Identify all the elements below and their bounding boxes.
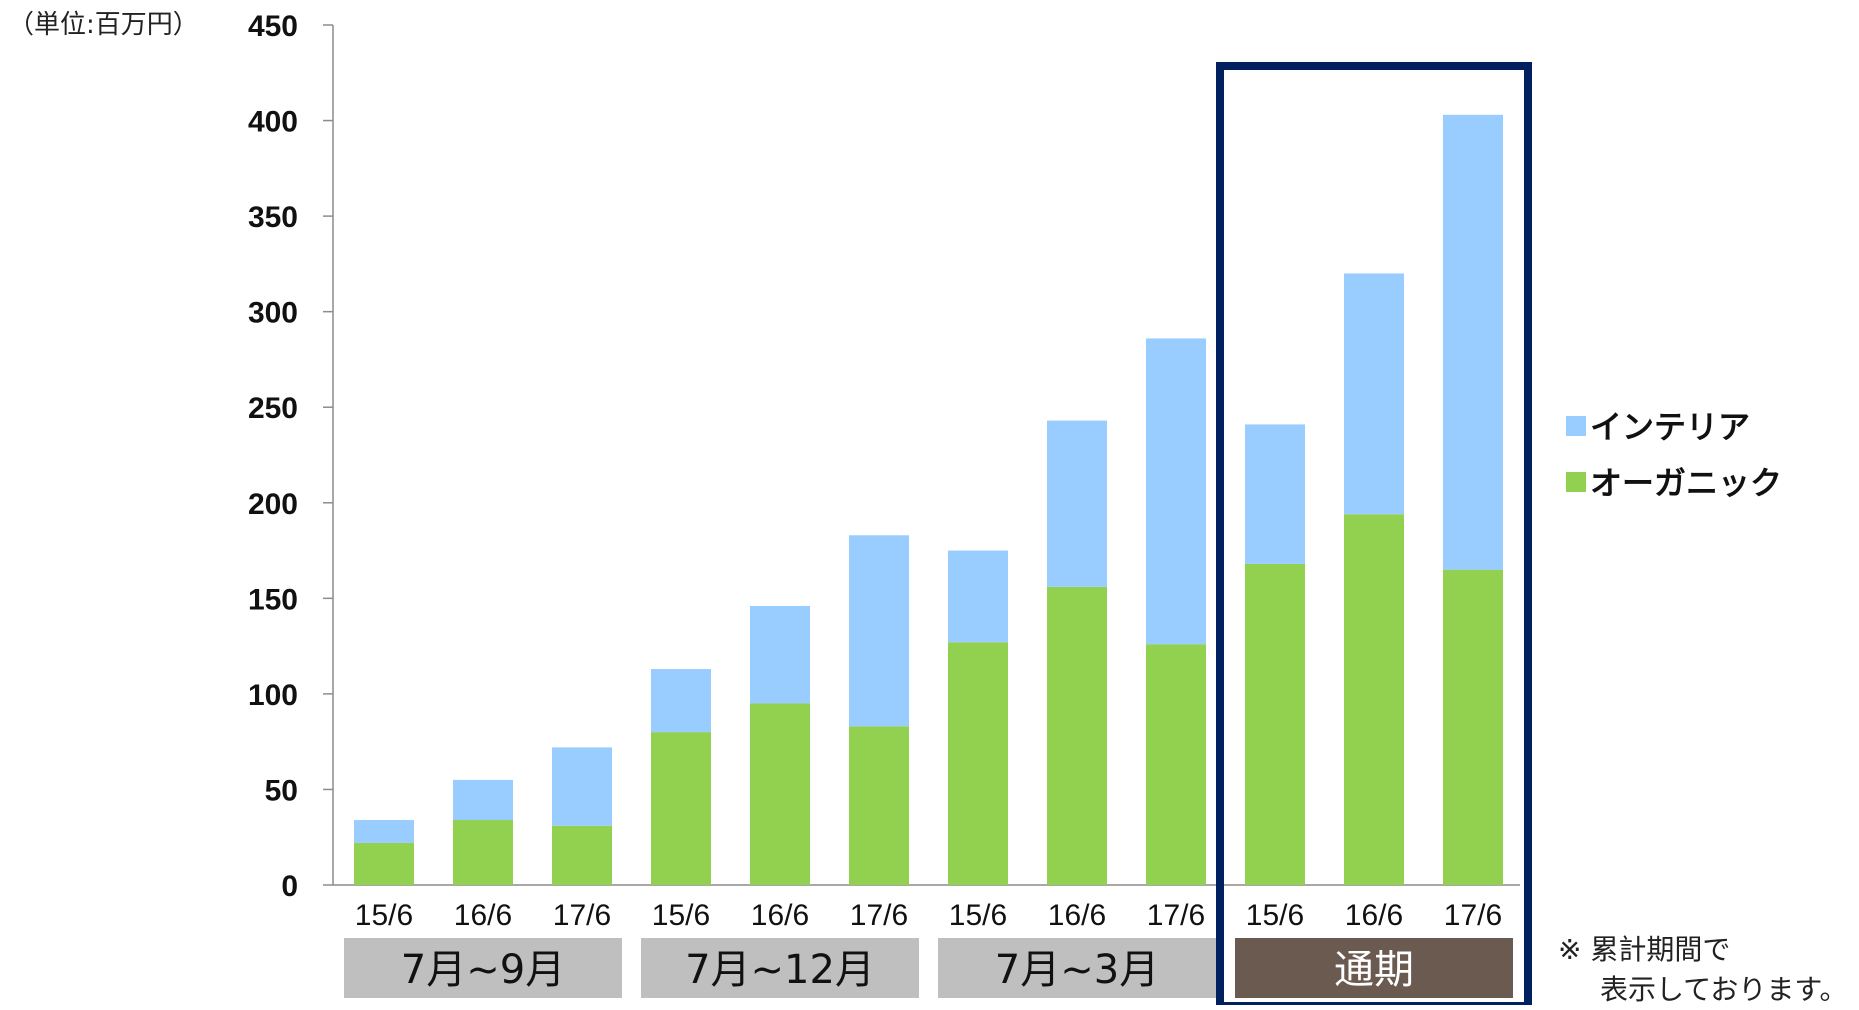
group-label: 7月~3月 bbox=[995, 947, 1159, 993]
group-label: 7月~12月 bbox=[685, 947, 875, 993]
bar-interior bbox=[552, 747, 612, 826]
highlight-box bbox=[1216, 62, 1532, 1005]
x-tick-label: 17/6 bbox=[553, 899, 611, 932]
y-tick-label: 400 bbox=[248, 106, 298, 139]
legend-swatch bbox=[1566, 416, 1586, 436]
bar-organic bbox=[1443, 569, 1503, 885]
bar-interior bbox=[1344, 273, 1404, 515]
y-tick-label: 450 bbox=[248, 10, 298, 43]
bar-organic bbox=[651, 732, 711, 885]
x-tick-label: 16/6 bbox=[751, 899, 809, 932]
bar-organic bbox=[1245, 563, 1305, 885]
bar-interior bbox=[1245, 424, 1305, 564]
bars bbox=[354, 114, 1503, 885]
group-label-box bbox=[641, 938, 919, 998]
x-tick-label: 17/6 bbox=[850, 899, 908, 932]
bar-organic bbox=[750, 703, 810, 885]
bar-interior bbox=[651, 669, 711, 733]
group-label: 通期 bbox=[1334, 947, 1414, 993]
footnote-line-2: 表示しております。 bbox=[1600, 973, 1848, 1006]
bar-organic bbox=[1047, 586, 1107, 885]
bar-interior bbox=[1443, 114, 1503, 570]
y-tick-label: 200 bbox=[248, 488, 298, 521]
chart-axes bbox=[332, 25, 1520, 886]
bar-interior bbox=[453, 779, 513, 821]
y-tick-label: 50 bbox=[265, 774, 298, 807]
group-label: 7月~9月 bbox=[401, 947, 565, 993]
bar-organic bbox=[948, 642, 1008, 885]
y-tick-label: 100 bbox=[248, 679, 298, 712]
bar-organic bbox=[1344, 514, 1404, 885]
group-label-box bbox=[344, 938, 622, 998]
y-axis-ticks: 0 50 100 150 200 250 300 350 400 450 bbox=[248, 10, 333, 903]
y-tick-label: 250 bbox=[248, 392, 298, 425]
bar-interior bbox=[354, 820, 414, 843]
bar-organic bbox=[453, 820, 513, 885]
x-tick-label: 15/6 bbox=[355, 899, 413, 932]
x-axis-ticks: 15/6 16/6 17/6 15/6 16/6 17/6 15/6 16/6 17/6 15/6… bbox=[355, 899, 1502, 932]
y-tick-label: 0 bbox=[281, 870, 298, 903]
x-tick-label: 16/6 bbox=[1048, 899, 1106, 932]
x-tick-label: 15/6 bbox=[949, 899, 1007, 932]
group-label-box bbox=[1235, 938, 1513, 998]
y-tick-label: 300 bbox=[248, 297, 298, 330]
unit-label: （単位:百万円） bbox=[8, 10, 199, 40]
bar-organic bbox=[354, 842, 414, 885]
bar-interior bbox=[1146, 338, 1206, 645]
group-labels: 7月~9月 7月~12月 7月~3月 通期 bbox=[344, 938, 1513, 998]
highlight-frame bbox=[1216, 62, 1532, 1005]
x-tick-label: 17/6 bbox=[1147, 899, 1205, 932]
bar-organic bbox=[849, 726, 909, 885]
x-tick-label: 16/6 bbox=[1345, 899, 1403, 932]
y-tick-label: 350 bbox=[248, 201, 298, 234]
x-tick-label: 15/6 bbox=[1246, 899, 1304, 932]
footnote-line-1: ※ 累計期間で bbox=[1558, 933, 1731, 966]
bar-interior bbox=[948, 550, 1008, 643]
footnote: ※ 累計期間で 表示しております。 bbox=[1558, 930, 1848, 1010]
legend-label: オーガニック bbox=[1590, 464, 1782, 502]
bar-interior bbox=[849, 535, 909, 727]
y-tick-label: 150 bbox=[248, 583, 298, 616]
bar-interior bbox=[750, 605, 810, 704]
x-tick-label: 15/6 bbox=[652, 899, 710, 932]
bar-organic bbox=[1146, 644, 1206, 885]
bar-organic bbox=[552, 825, 612, 885]
legend-label: インテリア bbox=[1590, 408, 1750, 446]
legend-swatch bbox=[1566, 472, 1586, 492]
group-label-box bbox=[938, 938, 1216, 998]
bar-interior bbox=[1047, 420, 1107, 587]
x-tick-label: 17/6 bbox=[1444, 899, 1502, 932]
x-tick-label: 16/6 bbox=[454, 899, 512, 932]
